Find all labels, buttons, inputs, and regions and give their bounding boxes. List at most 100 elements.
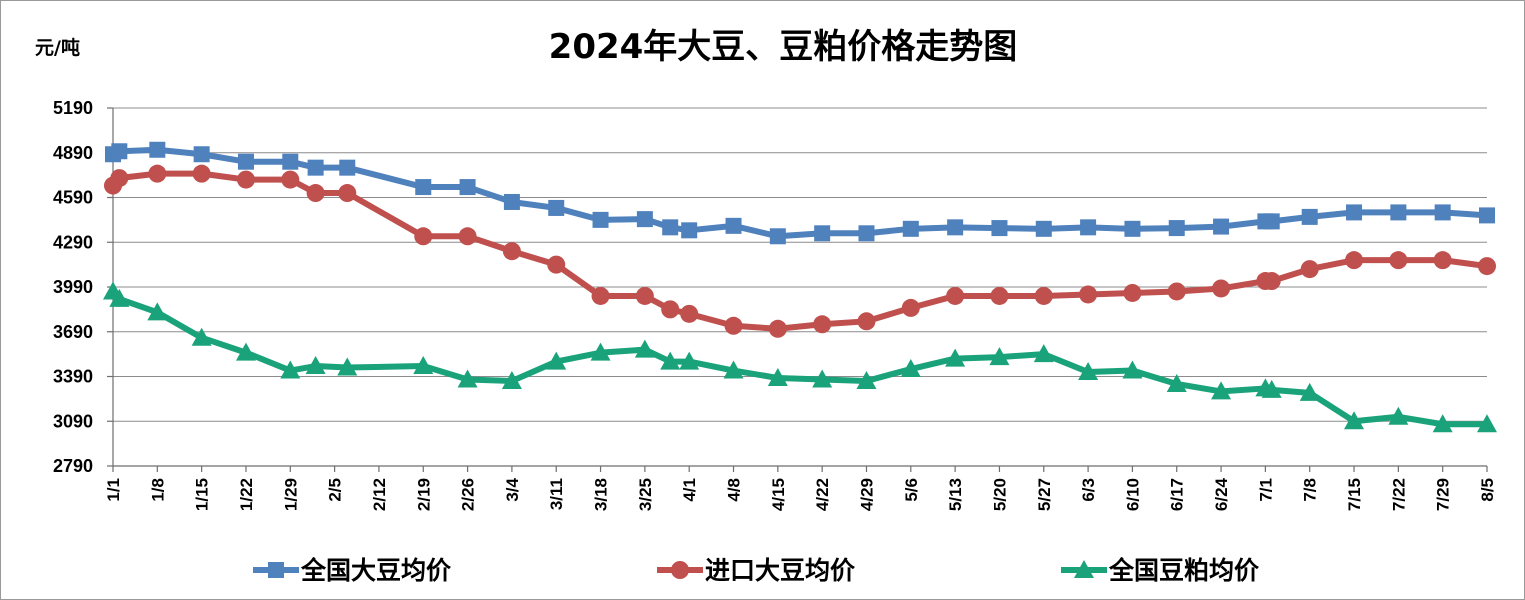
data-point <box>547 255 566 274</box>
data-point <box>990 286 1009 305</box>
data-point <box>1124 220 1141 237</box>
y-axis-ticks: 2790 3090 3390 3690 3990 4290 4590 4890 5190 <box>53 98 113 476</box>
data-point <box>1168 220 1185 237</box>
data-point <box>1433 251 1452 270</box>
data-point <box>1434 204 1451 221</box>
data-point <box>1034 286 1053 305</box>
data-point <box>1263 213 1280 230</box>
data-point <box>1344 411 1365 430</box>
data-point <box>662 219 679 236</box>
x-tick-label: 4/29 <box>857 478 876 511</box>
x-tick-label: 7/8 <box>1301 478 1320 502</box>
data-point <box>592 211 609 228</box>
data-point <box>1033 344 1054 363</box>
data-point <box>414 227 433 246</box>
data-point <box>947 219 964 236</box>
x-tick-label: 1/22 <box>237 478 256 511</box>
data-point <box>282 153 299 170</box>
data-point <box>902 220 919 237</box>
data-point <box>636 211 653 228</box>
data-point <box>458 227 477 246</box>
x-tick-label: 3/4 <box>503 477 522 501</box>
x-tick-label: 2/5 <box>326 478 345 502</box>
data-point <box>147 302 168 321</box>
data-point <box>813 315 832 334</box>
data-point <box>725 217 742 234</box>
data-point <box>305 356 326 375</box>
data-point <box>1079 285 1098 304</box>
data-point <box>590 342 611 361</box>
data-point <box>1299 382 1320 401</box>
data-point <box>900 359 921 378</box>
x-tick-label: 7/15 <box>1345 478 1364 511</box>
x-tick-label: 7/22 <box>1389 478 1408 511</box>
data-point <box>856 370 877 389</box>
x-tick-label: 3/25 <box>636 478 655 511</box>
x-tick-label: 1/15 <box>193 478 212 511</box>
grid-lines <box>113 107 1487 422</box>
data-point <box>502 242 521 261</box>
data-point <box>723 360 744 379</box>
data-point <box>814 225 831 242</box>
data-point <box>307 159 324 176</box>
y-tick-label: 2790 <box>53 456 93 476</box>
data-point <box>812 369 833 388</box>
data-point <box>857 312 876 331</box>
data-point <box>337 357 358 376</box>
x-tick-label: 5/6 <box>902 478 921 502</box>
y-tick-label: 3390 <box>53 367 93 387</box>
x-tick-label: 6/3 <box>1079 478 1098 502</box>
data-point <box>339 159 356 176</box>
data-point <box>148 164 167 183</box>
data-point <box>1080 219 1097 236</box>
data-point <box>1213 218 1230 235</box>
data-point <box>1432 414 1453 433</box>
data-point <box>111 143 128 160</box>
data-point <box>546 351 567 370</box>
data-point <box>1262 272 1281 291</box>
legend-label: 进口大豆均价 <box>705 556 856 585</box>
data-point <box>989 347 1010 366</box>
x-tick-label: 6/24 <box>1212 477 1231 511</box>
series-3 <box>103 281 1497 433</box>
data-point <box>110 169 129 188</box>
y-tick-label: 5190 <box>53 98 93 118</box>
x-tick-label: 5/27 <box>1035 478 1054 511</box>
x-tick-label: 5/13 <box>946 478 965 511</box>
data-point <box>338 184 357 203</box>
data-point <box>149 141 166 158</box>
data-point <box>1390 204 1407 221</box>
legend-item: 全国大豆均价 <box>253 556 452 585</box>
x-tick-label: 3/11 <box>547 478 566 510</box>
x-tick-label: 1/1 <box>104 478 123 502</box>
data-point <box>1035 220 1052 237</box>
data-point <box>767 367 788 386</box>
data-point <box>193 146 210 163</box>
data-point <box>1167 282 1186 301</box>
data-point <box>413 356 434 375</box>
data-point <box>681 222 698 239</box>
x-tick-label: 6/10 <box>1123 478 1142 511</box>
x-tick-label: 6/17 <box>1168 478 1187 511</box>
data-point <box>946 286 965 305</box>
data-point <box>1346 204 1363 221</box>
data-point <box>237 153 254 170</box>
x-tick-label: 2/26 <box>459 478 478 511</box>
data-point <box>1122 360 1143 379</box>
data-point <box>635 286 654 305</box>
data-point <box>281 170 300 189</box>
x-tick-label: 4/8 <box>725 478 744 502</box>
data-point <box>991 220 1008 237</box>
data-point <box>457 369 478 388</box>
x-tick-label: 4/15 <box>769 478 788 511</box>
data-point <box>1261 379 1282 398</box>
data-point <box>1078 362 1099 381</box>
data-point <box>192 164 211 183</box>
x-tick-label: 1/29 <box>281 478 300 511</box>
data-point <box>1479 207 1495 224</box>
data-point <box>768 319 787 338</box>
legend-swatch-marker <box>268 562 284 578</box>
data-point <box>1300 260 1319 279</box>
